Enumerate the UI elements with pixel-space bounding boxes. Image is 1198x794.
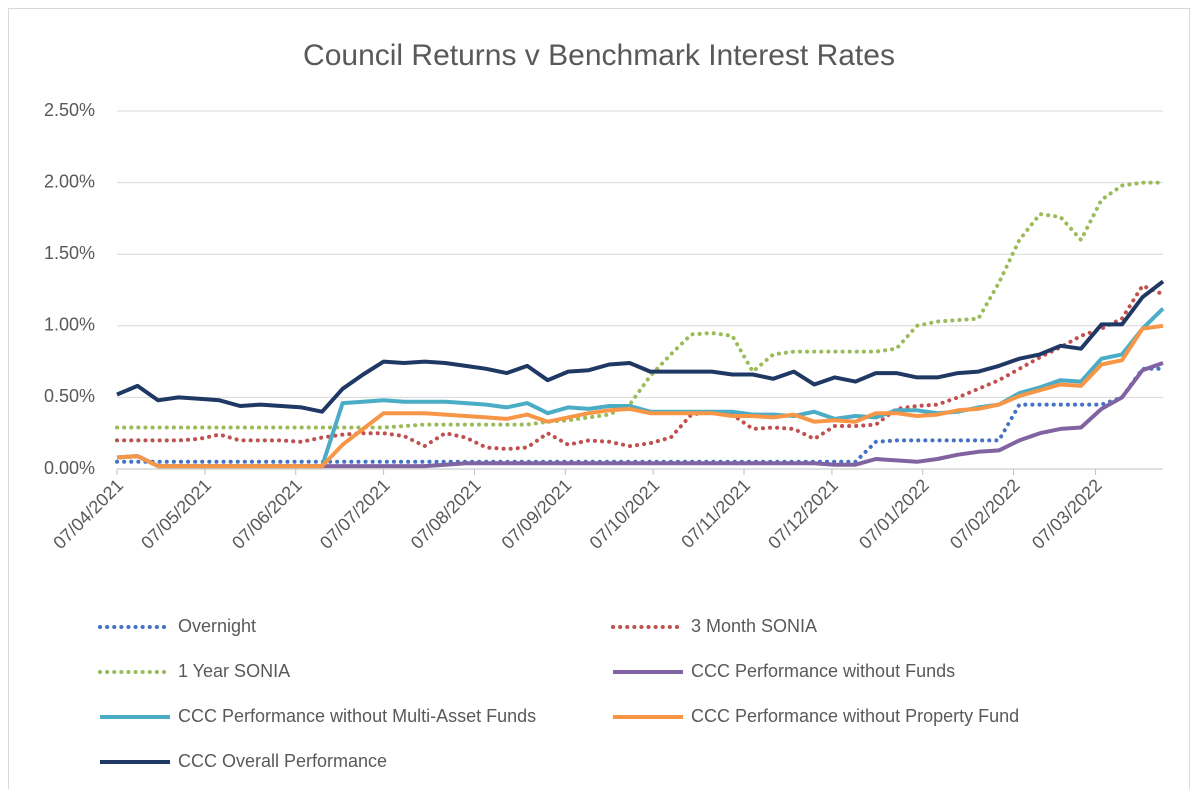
- series-line: [116, 323, 1164, 469]
- series-line: [115, 180, 1165, 430]
- y-tick-label: 1.50%: [44, 243, 95, 263]
- legend-label: 3 Month SONIA: [691, 616, 817, 636]
- legend-label: CCC Overall Performance: [178, 751, 387, 771]
- y-tick-label: 0.00%: [44, 458, 95, 478]
- series-line: [116, 279, 1165, 414]
- legend-label: Overnight: [178, 616, 256, 636]
- series-line: [115, 366, 1165, 464]
- legend-label: CCC Performance without Multi-Asset Fund…: [178, 706, 536, 726]
- series-line: [115, 283, 1165, 451]
- y-tick-label: 0.50%: [44, 386, 95, 406]
- legend-label: CCC Performance without Property Fund: [691, 706, 1019, 726]
- legend-label: 1 Year SONIA: [178, 661, 290, 681]
- y-tick-label: 1.00%: [44, 315, 95, 335]
- chart-title: Council Returns v Benchmark Interest Rat…: [303, 39, 895, 72]
- y-tick-label: 2.00%: [44, 171, 95, 191]
- y-tick-label: 2.50%: [44, 100, 95, 120]
- legend-label: CCC Performance without Funds: [691, 661, 955, 681]
